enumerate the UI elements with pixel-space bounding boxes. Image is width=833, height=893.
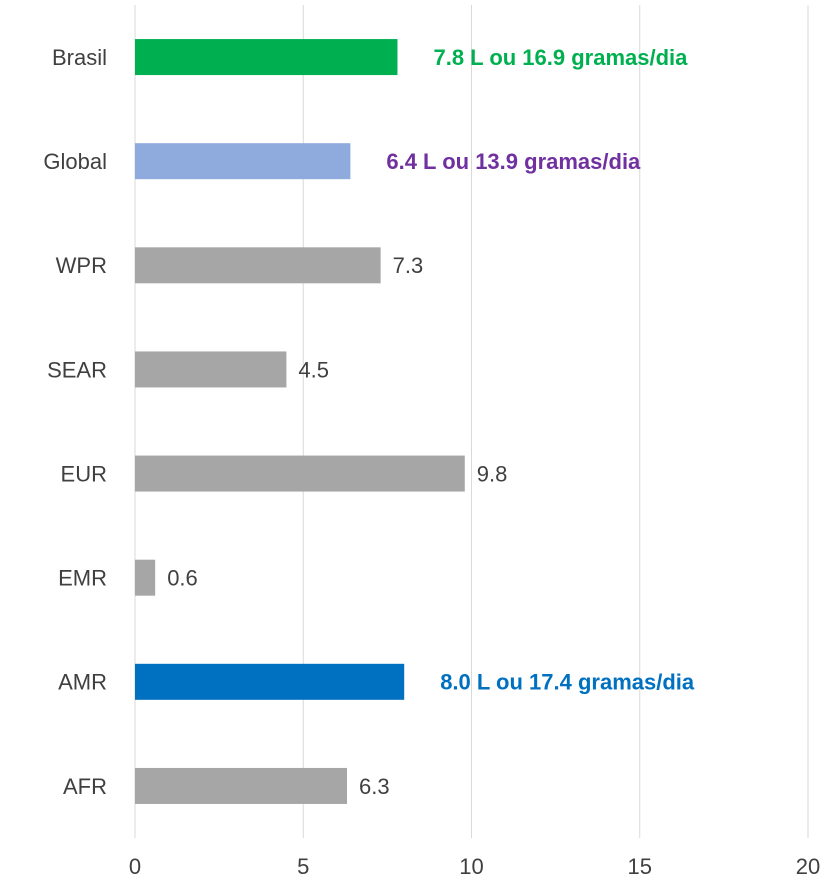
y-tick-label: EMR [58,566,107,591]
y-tick-label: Global [43,149,107,174]
x-tick-label: 10 [459,854,483,879]
bar [135,767,347,804]
x-tick-label: 5 [297,854,309,879]
data-label: 9.8 [477,461,508,486]
y-tick-label: Brasil [52,45,107,70]
data-label: 6.3 [359,774,390,799]
x-tick-label: 20 [796,854,820,879]
y-tick-label: EUR [61,461,107,486]
y-tick-label: AMR [58,670,107,695]
bar [135,455,465,492]
data-label: 7.8 L ou 16.9 gramas/dia [433,45,688,70]
data-label: 4.5 [298,357,329,382]
data-label: 6.4 L ou 13.9 gramas/dia [386,149,641,174]
bar [135,663,405,700]
bar [135,559,156,596]
y-tick-label: SEAR [47,357,107,382]
x-tick-label: 15 [628,854,652,879]
data-label: 7.3 [393,253,424,278]
data-label: 8.0 L ou 17.4 gramas/dia [440,670,695,695]
bar [135,351,287,388]
bar [135,247,381,284]
x-tick-label: 0 [129,854,141,879]
y-tick-label: WPR [56,253,107,278]
y-tick-label: AFR [63,774,107,799]
data-label: 0.6 [167,566,198,591]
bar [135,143,351,180]
bar [135,39,398,76]
